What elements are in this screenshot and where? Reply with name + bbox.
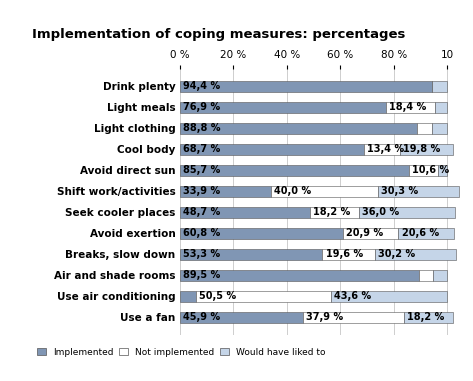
Bar (420, 270, 433, 281)
Text: 53,3 %: 53,3 % (183, 250, 220, 259)
Bar (180, 144, 364, 155)
Text: 36,0 %: 36,0 % (362, 207, 399, 218)
Bar (432, 123, 447, 134)
Text: 33,9 %: 33,9 % (183, 186, 220, 197)
Bar (398, 227, 454, 239)
Text: 37,9 %: 37,9 % (306, 312, 343, 322)
Text: 88,8 %: 88,8 % (183, 123, 220, 133)
Bar (180, 81, 432, 92)
Bar (331, 291, 447, 302)
Bar (180, 123, 418, 134)
Text: 20,9 %: 20,9 % (346, 229, 383, 239)
Text: 76,9 %: 76,9 % (183, 102, 220, 112)
Text: 19,6 %: 19,6 % (325, 250, 363, 259)
Bar (180, 312, 303, 323)
Text: 20,6 %: 20,6 % (402, 229, 439, 239)
Bar (180, 291, 195, 302)
Text: 48,7 %: 48,7 % (183, 207, 220, 218)
Text: 85,7 %: 85,7 % (183, 165, 220, 175)
Bar (364, 144, 400, 155)
Bar (323, 249, 375, 260)
Bar (435, 102, 447, 113)
Bar (271, 186, 377, 197)
Bar (180, 227, 342, 239)
Bar (180, 186, 271, 197)
Text: 40,0 %: 40,0 % (274, 186, 311, 197)
Bar (180, 270, 420, 281)
Bar (359, 207, 455, 218)
Bar (404, 312, 453, 323)
Bar (400, 144, 453, 155)
Bar (375, 249, 456, 260)
Text: 18,2 %: 18,2 % (407, 312, 445, 322)
Bar (432, 81, 447, 92)
Text: 94,4 %: 94,4 % (183, 82, 220, 91)
Text: 45,9 %: 45,9 % (183, 312, 220, 322)
Bar (180, 207, 310, 218)
Text: 13,4 %: 13,4 % (367, 144, 404, 154)
Bar (195, 291, 331, 302)
Bar (433, 270, 447, 281)
Bar (438, 165, 447, 176)
Text: 60,8 %: 60,8 % (183, 229, 220, 239)
Bar (180, 165, 409, 176)
Bar (385, 102, 435, 113)
Bar (377, 186, 459, 197)
Text: 30,3 %: 30,3 % (381, 186, 418, 197)
Text: 18,4 %: 18,4 % (389, 102, 426, 112)
Bar (418, 123, 432, 134)
Text: 19,8 %: 19,8 % (403, 144, 440, 154)
Text: 50,5 %: 50,5 % (199, 291, 236, 301)
Text: 68,7 %: 68,7 % (183, 144, 220, 154)
Text: 89,5 %: 89,5 % (183, 271, 220, 280)
Text: 43,6 %: 43,6 % (334, 291, 371, 301)
Bar (180, 249, 323, 260)
Text: 18,2 %: 18,2 % (313, 207, 350, 218)
Bar (180, 102, 385, 113)
Bar (303, 312, 404, 323)
Legend: Implemented, Not implemented, Would have liked to: Implemented, Not implemented, Would have… (37, 348, 325, 357)
Bar (342, 227, 398, 239)
Text: 10,6 %: 10,6 % (412, 165, 449, 175)
Bar (409, 165, 438, 176)
Bar (310, 207, 359, 218)
Text: 30,2 %: 30,2 % (378, 250, 415, 259)
Text: Implementation of coping measures: percentages: Implementation of coping measures: perce… (32, 28, 405, 41)
